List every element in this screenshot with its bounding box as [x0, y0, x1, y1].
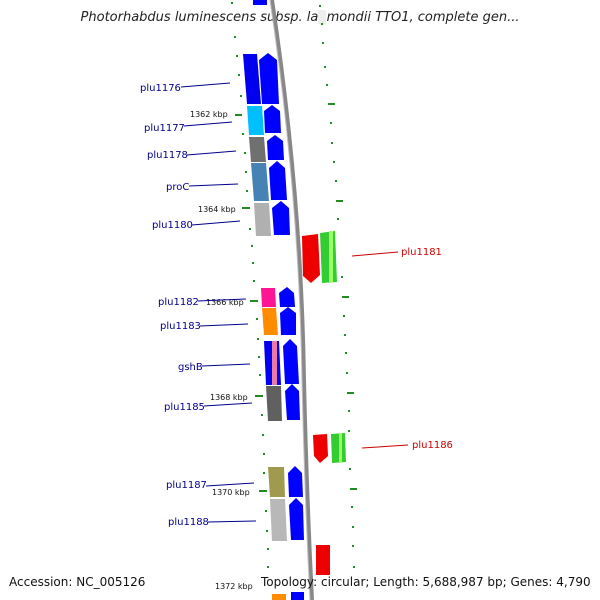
kbp-label: 1368 kbp — [210, 393, 248, 402]
gene-feature-strand — [269, 161, 287, 200]
label-connector — [201, 363, 251, 367]
gene-label: plu1180 — [152, 220, 193, 231]
gene-feature-cog — [266, 386, 282, 421]
kbp-label: 1372 kbp — [215, 582, 253, 591]
label-connector — [180, 82, 231, 88]
gene-feature-cog — [262, 308, 278, 335]
gene-plu1186[interactable]: plu1186 — [313, 433, 453, 463]
partial-feature-bottom — [316, 545, 330, 575]
partial-feature-top-right — [318, 10, 326, 24]
label-connector — [203, 402, 253, 407]
gene-feature-strand — [289, 498, 304, 540]
label-connector — [199, 323, 249, 327]
gene-plu1181[interactable]: plu1181 — [302, 231, 442, 283]
gene-feature-strand — [302, 234, 320, 283]
gene-plu1183[interactable]: plu1183 — [160, 307, 296, 335]
gene-plu1176[interactable]: plu1176 — [140, 53, 279, 104]
gene-feature-cog-stripe — [329, 231, 333, 282]
gene-feature-strand — [279, 287, 295, 307]
gene-plu1187[interactable]: plu1187 — [166, 466, 303, 497]
gene-feature-cog — [251, 163, 269, 201]
gene-feature-cog — [270, 499, 287, 541]
gene-label: plu1186 — [412, 440, 453, 451]
gene-label: plu1177 — [144, 123, 185, 134]
gene-feature-cog — [331, 433, 346, 463]
gene-label: plu1188 — [168, 517, 209, 528]
gene-gshb[interactable]: gshB — [178, 339, 299, 385]
genome-backbone-highlight — [269, 0, 311, 600]
gene-feature-cog — [247, 106, 264, 135]
label-connector — [351, 251, 399, 257]
gene-label: plu1182 — [158, 297, 199, 308]
gene-feature-strand — [267, 135, 284, 160]
gene-label: plu1185 — [164, 402, 205, 413]
label-connector — [183, 121, 233, 127]
gene-feature-strand — [283, 339, 299, 384]
right-ticks — [319, 5, 357, 568]
kbp-label: 1364 kbp — [198, 205, 236, 214]
gene-plu1180[interactable]: plu1180 — [152, 201, 290, 236]
gene-feature-cog — [268, 467, 285, 497]
label-connector — [191, 220, 241, 226]
gene-feature-cog — [320, 231, 337, 283]
gene-feature-strand — [280, 307, 296, 335]
label-connector — [188, 183, 239, 187]
gene-feature-cog — [254, 203, 271, 236]
topology-text: Topology: circular; Length: 5,688,987 bp… — [261, 575, 591, 589]
gene-label: plu1187 — [166, 480, 207, 491]
gene-label: plu1183 — [160, 321, 201, 332]
label-connector — [186, 150, 237, 156]
gene-feature-strand — [272, 201, 290, 235]
gene-feature-strand — [259, 53, 279, 104]
gene-plu1178[interactable]: plu1178 — [147, 135, 284, 162]
partial-feature-bottom-blue — [291, 592, 304, 600]
gene-label: plu1176 — [140, 83, 181, 94]
gene-label: gshB — [178, 362, 203, 373]
gene-plu1177[interactable]: plu1177 — [144, 105, 281, 135]
gene-plu1182[interactable]: plu1182 — [158, 287, 295, 308]
gene-feature-cog-stripe — [339, 433, 342, 463]
gene-plu1185[interactable]: plu1185 — [164, 384, 300, 421]
gene-feature-strand — [285, 384, 300, 420]
label-connector — [361, 444, 409, 449]
gene-label: plu1178 — [147, 150, 188, 161]
kbp-label: 1362 kbp — [190, 110, 228, 119]
gene-feature-cog — [249, 137, 266, 162]
gene-proc[interactable]: proC — [166, 161, 287, 201]
genome-backbone — [270, 0, 314, 600]
gene-feature-cog — [261, 288, 276, 307]
gene-feature-strand — [313, 434, 328, 463]
label-connector — [207, 520, 257, 523]
accession-text: Accession: NC_005126 — [9, 575, 146, 589]
gene-feature-cog-stripe — [272, 341, 277, 385]
kbp-label: 1370 kbp — [212, 488, 250, 497]
label-connector — [197, 298, 247, 302]
label-connector — [205, 482, 255, 487]
gene-label: proC — [166, 182, 189, 193]
partial-feature-bottom-orange — [272, 594, 286, 600]
partial-feature-top — [253, 0, 267, 5]
gene-feature-strand — [264, 105, 281, 133]
map-title: Photorhabdus luminescens subsp. laumondi… — [80, 10, 520, 25]
left-ticks — [231, 2, 269, 568]
gene-plu1188[interactable]: plu1188 — [168, 498, 304, 541]
gene-feature-strand — [288, 466, 303, 497]
kbp-label: 1366 kbp — [206, 298, 244, 307]
gene-feature-cog — [243, 54, 261, 104]
gene-label: plu1181 — [401, 247, 442, 258]
